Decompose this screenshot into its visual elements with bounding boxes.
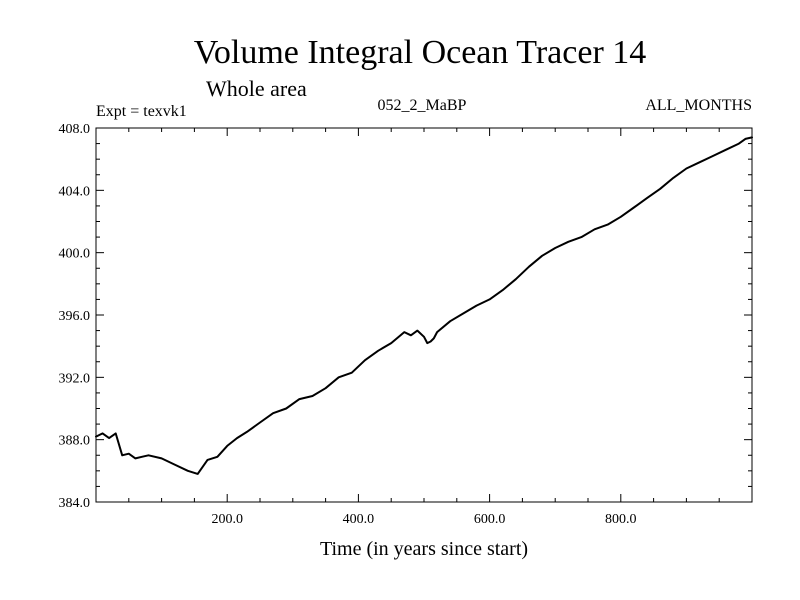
x-tick-label: 200.0 [211,512,243,527]
x-tick-label: 400.0 [343,512,375,527]
plot-frame [95,127,753,503]
series-line [95,136,753,475]
y-tick-label: 388.0 [59,434,91,449]
chart-subtitle: Whole area [206,76,307,101]
months-label: ALL_MONTHS [645,97,752,114]
x-tick-label: 600.0 [474,512,506,527]
y-tick-label: 408.0 [59,122,91,137]
y-axis: 384.0 388.0 392.0 396.0 400.0 404.0 408.0 [59,122,752,511]
series-group [95,136,753,475]
y-tick-label: 404.0 [59,184,91,199]
y-tick-label: 384.0 [59,496,91,511]
y-tick-label: 396.0 [59,309,91,324]
x-axis: 200.0 400.0 600.0 800.0 [128,128,720,527]
experiment-label: Expt = texvk1 [96,103,187,120]
x-axis-label: Time (in years since start) [320,538,528,560]
y-tick-label: 392.0 [59,371,91,386]
run-label: 052_2_MaBP [378,97,467,114]
x-tick-label: 800.0 [605,512,637,527]
chart-title: Volume Integral Ocean Tracer 14 [194,34,647,71]
y-tick-label: 400.0 [59,247,91,262]
